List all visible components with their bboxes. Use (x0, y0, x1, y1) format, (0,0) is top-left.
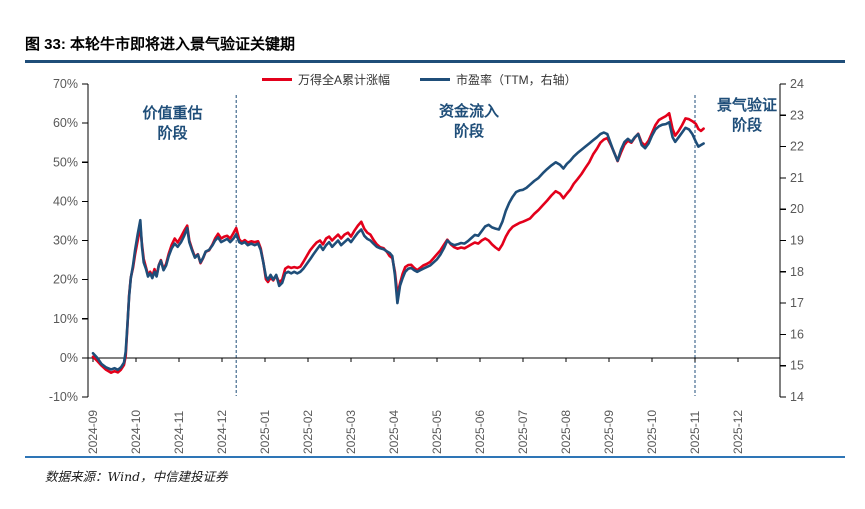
svg-text:2025-11: 2025-11 (688, 411, 702, 454)
legend-item-wind-all-a: 万得全A累计涨幅 (262, 71, 390, 88)
annotation-value-revaluation-phase: 价值重估 阶段 (142, 105, 203, 143)
svg-text:2025-10: 2025-10 (645, 410, 659, 454)
svg-text:22: 22 (790, 140, 804, 154)
svg-text:2024-12: 2024-12 (215, 410, 229, 454)
svg-text:2025-06: 2025-06 (473, 410, 487, 454)
data-source-note: 数据来源：Wind，中信建投证券 (45, 469, 228, 484)
svg-text:2025-01: 2025-01 (258, 410, 272, 454)
svg-text:2024-10: 2024-10 (129, 410, 143, 454)
bottom-divider-rule (25, 456, 845, 458)
svg-text:19: 19 (790, 234, 804, 248)
blue-line-swatch-icon (420, 78, 451, 81)
svg-text:20%: 20% (53, 273, 78, 287)
svg-text:2025-05: 2025-05 (430, 410, 444, 454)
svg-text:30%: 30% (53, 234, 78, 248)
svg-text:-10%: -10% (49, 390, 78, 404)
svg-text:17: 17 (790, 296, 804, 310)
svg-text:2025-03: 2025-03 (344, 410, 358, 454)
svg-text:2025-02: 2025-02 (301, 410, 315, 454)
svg-text:2025-09: 2025-09 (602, 410, 616, 454)
svg-text:60%: 60% (53, 116, 78, 130)
figure-title: 图 33: 本轮牛市即将进入景气验证关键期 (25, 36, 296, 53)
legend-item-pe-ttm: 市盈率（TTM，右轴） (420, 71, 577, 88)
svg-text:2025-04: 2025-04 (387, 410, 401, 454)
annotation-prosperity-verification-phase: 景气验证 阶段 (716, 97, 777, 135)
svg-text:2024-11: 2024-11 (172, 411, 186, 454)
legend-label: 市盈率（TTM，右轴） (456, 73, 577, 87)
svg-text:21: 21 (790, 171, 804, 185)
svg-text:0%: 0% (60, 351, 78, 365)
svg-text:23: 23 (790, 108, 804, 122)
svg-text:50%: 50% (53, 155, 78, 169)
svg-text:24: 24 (790, 77, 804, 91)
svg-text:40%: 40% (53, 194, 78, 208)
svg-text:10%: 10% (53, 312, 78, 326)
svg-text:18: 18 (790, 265, 804, 279)
svg-text:16: 16 (790, 327, 804, 341)
svg-text:2025-08: 2025-08 (559, 410, 573, 454)
svg-text:2025-07: 2025-07 (516, 410, 530, 454)
svg-text:15: 15 (790, 359, 804, 373)
svg-text:2024-09: 2024-09 (86, 410, 100, 454)
svg-text:2025-12: 2025-12 (731, 410, 745, 454)
title-divider-rule (25, 60, 845, 63)
annotation-capital-inflow-phase: 资金流入 阶段 (438, 103, 499, 141)
svg-text:14: 14 (790, 390, 804, 404)
chart-plot: 2024-09 2024-10 2024-11 2024-12 2025-01 2025-… (49, 77, 804, 454)
chart-legend: 万得全A累计涨幅 市盈率（TTM，右轴） (262, 71, 577, 88)
svg-text:20: 20 (790, 202, 804, 216)
red-line-swatch-icon (262, 78, 292, 81)
legend-label: 万得全A累计涨幅 (298, 73, 391, 87)
svg-text:70%: 70% (53, 77, 78, 91)
